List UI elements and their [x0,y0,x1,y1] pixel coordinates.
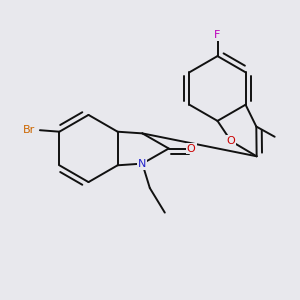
Text: F: F [214,30,221,40]
Text: O: O [187,143,196,154]
Text: O: O [227,136,236,146]
Text: N: N [138,159,146,169]
Text: Br: Br [23,125,35,135]
